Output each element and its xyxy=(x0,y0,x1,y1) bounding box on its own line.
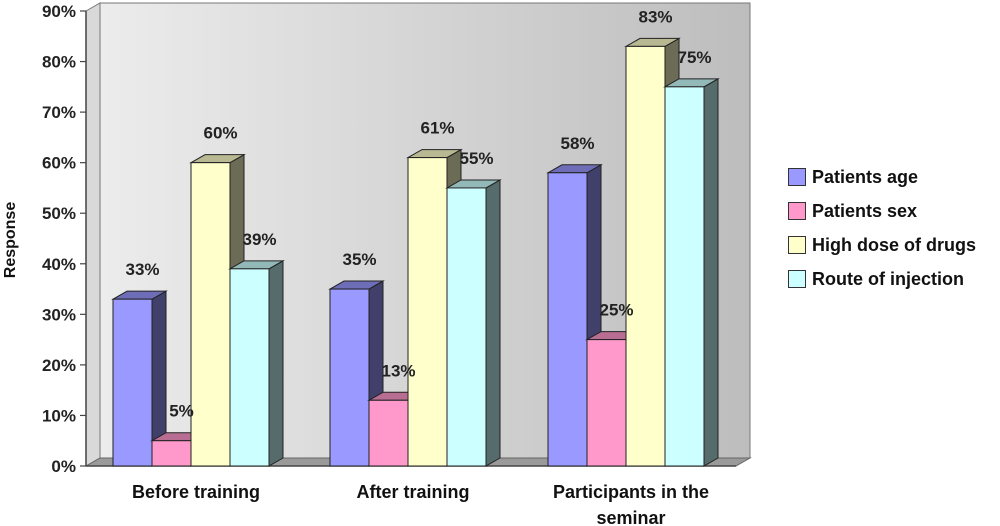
y-tick-label: 50% xyxy=(42,204,76,223)
y-tick-label: 0% xyxy=(51,457,76,476)
data-label: 35% xyxy=(342,250,376,269)
data-label: 13% xyxy=(381,361,415,380)
y-tick-label: 90% xyxy=(42,2,76,21)
legend-swatch xyxy=(788,168,806,186)
legend: Patients age Patients sex High dose of dru… xyxy=(788,160,1000,296)
bars xyxy=(111,37,720,467)
y-tick-label: 70% xyxy=(42,103,76,122)
legend-item-high-dose-of-drugs: High dose of drugs xyxy=(788,228,1000,262)
data-label: 39% xyxy=(242,230,276,249)
data-label: 60% xyxy=(203,124,237,143)
side-wall xyxy=(85,2,101,467)
legend-label: Route of injection xyxy=(812,268,964,289)
y-tick-label: 10% xyxy=(42,406,76,425)
bar-patients-age xyxy=(111,290,168,467)
x-axis-categories: Before training After training Participant… xyxy=(132,482,709,526)
data-label: 83% xyxy=(638,7,672,26)
data-labels: 33% 5% 60% 39% 35% 13% 61% 55% 58% 25% 83% 75% xyxy=(125,7,711,420)
legend-item-patients-sex: Patients sex xyxy=(788,194,1000,228)
data-label: 5% xyxy=(169,402,194,421)
x-category-label: After training xyxy=(356,482,469,502)
legend-swatch xyxy=(788,202,806,220)
x-category-label: Participants in the seminar xyxy=(553,482,709,526)
bar-patients-age xyxy=(328,280,385,467)
data-label: 61% xyxy=(420,119,454,138)
data-label: 75% xyxy=(677,48,711,67)
bar-route-of-injection xyxy=(663,77,720,467)
bar-high-dose-of-drugs xyxy=(624,37,681,467)
legend-swatch xyxy=(788,236,806,254)
bar-route-of-injection xyxy=(228,259,285,467)
bar-route-of-injection xyxy=(445,179,502,467)
legend-label: Patients sex xyxy=(812,200,918,221)
data-label: 33% xyxy=(125,260,159,279)
legend-swatch xyxy=(788,270,806,288)
x-category-label: Before training xyxy=(132,482,260,502)
legend-item-patients-age: Patients age xyxy=(788,160,1000,194)
y-tick-label: 30% xyxy=(42,305,76,324)
data-label: 58% xyxy=(560,134,594,153)
y-tick-label: 80% xyxy=(42,53,76,72)
y-tick-label: 20% xyxy=(42,356,76,375)
y-axis-label: Response xyxy=(2,202,19,279)
data-label: 25% xyxy=(599,301,633,320)
legend-label: Patients age xyxy=(812,166,919,187)
y-tick-label: 40% xyxy=(42,255,76,274)
data-label: 55% xyxy=(459,149,493,168)
y-axis-ticks: 0% 10% 20% 30% 40% 50% 60% 70% 80% 90% xyxy=(42,2,86,476)
y-tick-label: 60% xyxy=(42,154,76,173)
legend-item-route-of-injection: Route of injection xyxy=(788,262,1000,296)
legend-label: High dose of drugs xyxy=(812,234,976,255)
